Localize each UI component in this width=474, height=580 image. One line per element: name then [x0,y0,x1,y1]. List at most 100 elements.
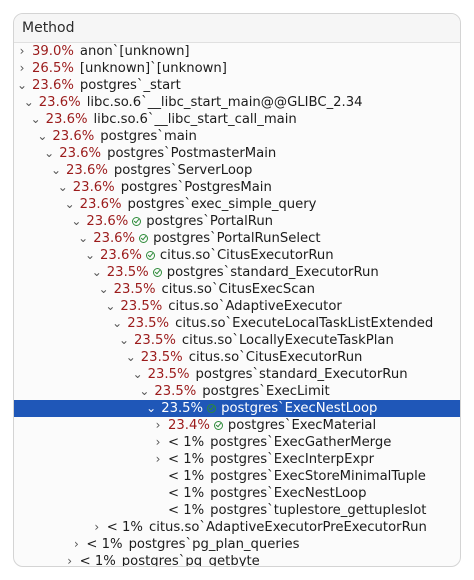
recursion-icon [145,251,155,260]
tree-row[interactable]: ⌄ 23.6% postgres`PostgresMain [14,179,460,196]
collapse-chevron-icon[interactable]: ⌄ [84,248,96,262]
tree-row[interactable]: ⌄ 23.6% postgres`main [14,128,460,145]
collapse-chevron-icon[interactable]: ⌄ [98,282,109,296]
expand-chevron-icon[interactable]: › [94,520,100,534]
recursion-icon [152,268,162,277]
expand-chevron-icon[interactable]: › [19,44,25,58]
tree-row[interactable]: ⌄ 23.6% postgres`exec_simple_query [14,196,460,213]
collapse-chevron-icon[interactable]: ⌄ [30,112,41,126]
collapse-chevron-icon[interactable]: ⌄ [139,384,150,398]
collapse-chevron-icon[interactable]: ⌄ [78,231,89,245]
tree-row[interactable]: ⌄ 23.5% postgres`standard_ExecutorRun [14,264,460,281]
tree-row[interactable]: ⌄ 23.6% libc.so.6`__libc_start_main@@GLIBC… [14,94,460,111]
method-name: postgres`PortalRunSelect [153,231,321,246]
collapse-chevron-icon[interactable]: ⌄ [50,163,62,177]
percentage-label: < 1% [79,554,116,567]
percentage-label: 23.5% [161,401,204,416]
collapse-chevron-icon[interactable]: ⌄ [23,95,34,109]
expand-chevron-icon[interactable]: › [155,418,161,432]
tree-row[interactable]: ⌄ 23.6% postgres`PortalRunSelect [14,230,460,247]
percentage-label: < 1% [168,452,205,467]
method-name: postgres`ExecNestLoop [221,401,378,416]
method-name: citus.so`CitusExecutorRun [159,248,334,263]
collapse-chevron-icon[interactable]: ⌄ [146,401,157,415]
expand-chevron-icon[interactable]: › [155,452,161,466]
method-name: postgres`pq_getbyte [121,554,260,567]
tree-row[interactable]: › < 1% postgres`pg_plan_queries [14,536,460,553]
method-name: postgres`standard_ExecutorRun [195,367,408,382]
method-name: libc.so.6`__libc_start_main@@GLIBC_2.34 [86,95,363,110]
collapse-chevron-icon[interactable]: ⌄ [91,265,102,279]
percentage-label: 23.6% [100,248,142,263]
method-column-header[interactable]: Method [14,14,460,43]
expand-chevron-icon[interactable]: › [155,435,161,449]
collapse-chevron-icon[interactable]: ⌄ [44,146,55,160]
method-name: citus.so`ExecuteLocalTaskListExtended [175,316,434,331]
tree-row[interactable]: ⌄ 23.6% postgres`ServerLoop [14,162,460,179]
tree-row[interactable]: ⌄ 23.6% libc.so.6`__libc_start_call_main [14,111,460,128]
method-name: postgres`main [100,129,197,144]
tree-row[interactable]: ⌄ 23.6% citus.so`CitusExecutorRun [14,247,460,264]
method-name: postgres`_start [79,78,181,93]
percentage-label: 26.5% [32,61,74,76]
tree-row[interactable]: ⌄ 23.5% citus.so`LocallyExecuteTaskPlan [14,332,460,349]
tree-row[interactable]: › < 1% citus.so`AdaptiveExecutorPreExecuto… [14,519,460,536]
recursion-icon [213,421,223,430]
percentage-label: 23.6% [93,231,136,246]
collapse-chevron-icon[interactable]: ⌄ [105,299,116,313]
collapse-chevron-icon[interactable]: ⌄ [118,333,130,347]
percentage-label: < 1% [86,537,123,552]
collapse-chevron-icon[interactable]: ⌄ [112,316,123,330]
method-name: postgres`ServerLoop [113,163,253,178]
method-name: [unknown]`[unknown] [79,61,227,76]
tree-row[interactable]: ›< 1%postgres`ExecNestLoop [14,485,460,502]
method-name: postgres`PostmasterMain [107,146,277,161]
collapse-chevron-icon[interactable]: ⌄ [57,180,68,194]
collapse-chevron-icon[interactable]: ⌄ [71,214,82,228]
method-name: citus.so`AdaptiveExecutorPreExecutorRun [148,520,427,535]
percentage-label: < 1% [168,503,205,518]
percentage-label: 23.6% [52,129,95,144]
tree-row[interactable]: ⌄ 23.6% postgres`PortalRun [14,213,460,230]
method-name: postgres`ExecInterpExpr [210,452,375,467]
percentage-label: < 1% [106,520,143,535]
tree-row[interactable]: ⌄ 23.5% postgres`ExecNestLoop [14,400,460,417]
tree-row[interactable]: › < 1% postgres`pq_getbyte [14,553,460,567]
tree-row[interactable]: ⌄ 23.5% postgres`ExecLimit [14,383,460,400]
tree-row[interactable]: ⌄ 23.5% citus.so`AdaptiveExecutor [14,298,460,315]
tree-row[interactable]: ⌄ 23.6% postgres`_start [14,77,460,94]
expand-chevron-icon[interactable]: › [73,537,79,551]
method-name: postgres`pg_plan_queries [128,537,300,552]
tree-row[interactable]: › < 1% postgres`ExecGatherMerge [14,434,460,451]
tree-row[interactable]: › < 1% postgres`ExecInterpExpr [14,451,460,468]
call-tree: › 39.0% anon`[unknown] › 26.5% [unknown]`[unk… [14,43,460,567]
tree-row[interactable]: › 26.5% [unknown]`[unknown] [14,60,460,77]
tree-row[interactable]: ⌄ 23.6% postgres`PostmasterMain [14,145,460,162]
collapse-chevron-icon[interactable]: ⌄ [37,129,48,143]
expand-chevron-icon[interactable]: › [19,61,25,75]
percentage-label: < 1% [168,486,205,501]
percentage-label: 23.6% [72,180,115,195]
expand-chevron-icon[interactable]: › [67,554,72,567]
tree-row[interactable]: ⌄ 23.5% postgres`standard_ExecutorRun [14,366,460,383]
tree-row[interactable]: ›< 1%postgres`tuplestore_gettupleslot [14,502,460,519]
tree-row[interactable]: ⌄ 23.5% citus.so`CitusExecutorRun [14,349,460,366]
method-name: postgres`PostgresMain [120,180,272,195]
collapse-chevron-icon[interactable]: ⌄ [16,78,28,92]
call-tree-panel: Method › 39.0% anon`[unknown] › 26.5% [unknow… [13,13,461,567]
tree-row[interactable]: › 39.0% anon`[unknown] [14,43,460,60]
tree-row[interactable]: › 23.4% postgres`ExecMaterial [14,417,460,434]
percentage-label: 39.0% [32,44,74,59]
tree-row[interactable]: ⌄ 23.5% citus.so`ExecuteLocalTaskListExten… [14,315,460,332]
percentage-label: 23.6% [79,197,122,212]
percentage-label: 23.6% [86,214,129,229]
method-name: anon`[unknown] [79,44,190,59]
collapse-chevron-icon[interactable]: ⌄ [132,367,143,381]
tree-row[interactable]: ›< 1%postgres`ExecStoreMinimalTuple [14,468,460,485]
percentage-label: 23.5% [134,333,176,348]
method-name: postgres`PortalRun [146,214,274,229]
collapse-chevron-icon[interactable]: ⌄ [125,350,136,364]
tree-row[interactable]: ⌄ 23.5% citus.so`CitusExecScan [14,281,460,298]
collapse-chevron-icon[interactable]: ⌄ [64,197,75,211]
method-name: postgres`exec_simple_query [127,197,317,212]
